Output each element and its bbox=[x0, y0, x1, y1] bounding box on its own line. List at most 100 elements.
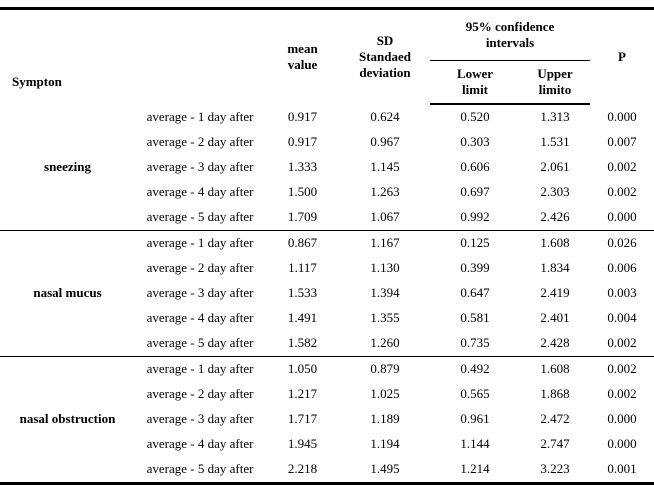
upper-cell: 2.303 bbox=[540, 184, 570, 200]
lower-cell: 0.492 bbox=[430, 356, 521, 382]
sd-cell: 1.194 bbox=[370, 436, 400, 452]
mean-cell: 1.709 bbox=[287, 209, 318, 225]
mean-cell: 0.917 bbox=[287, 108, 318, 124]
lower-cell: 0.565 bbox=[460, 386, 490, 402]
header-confidence-intervals: 95% confidence intervals bbox=[430, 8, 591, 61]
mean-cell: 1.117 bbox=[288, 260, 317, 276]
table-row: nasal obstruction average - 1 day after 1.… bbox=[0, 356, 654, 484]
statistics-table: Sympton mean value SD Standaed deviation… bbox=[0, 7, 654, 485]
lower-cell: 1.144 bbox=[460, 436, 490, 452]
mean-cell: 1.945 bbox=[287, 436, 318, 452]
condition-cell: average - 3 day after bbox=[146, 159, 254, 175]
table-row: average - 3 day after 1.333 1.145 0.606 2.06… bbox=[0, 155, 654, 180]
condition-cell: average - 1 day after bbox=[146, 108, 254, 124]
table-row: average - 3 day after 1.717 1.189 0.961 2.47… bbox=[0, 407, 654, 432]
sd-cell: 1.067 bbox=[370, 209, 400, 225]
table-row: nasal mucus average - 1 day after 0.867 1.1… bbox=[0, 230, 654, 357]
mean-cell: 1.717 bbox=[287, 411, 318, 427]
condition-cell: average - 2 day after bbox=[146, 260, 254, 276]
table-body: sneezing average - 1 day after 0.917 0.624 0… bbox=[0, 104, 654, 484]
sd-cell: 1.025 bbox=[370, 386, 400, 402]
condition-cell: average - 5 day after bbox=[146, 209, 254, 225]
table-row: average - 2 day after 0.917 0.967 0.303 1.53… bbox=[0, 130, 654, 155]
table-row: average - 2 day after 1.217 1.025 0.565 1.86… bbox=[0, 382, 654, 407]
condition-cell: average - 1 day after bbox=[135, 230, 266, 256]
table-row: average - 4 day after 1.491 1.355 0.581 2.40… bbox=[0, 306, 654, 331]
condition-cell: average - 2 day after bbox=[146, 134, 254, 150]
mean-cell: 1.491 bbox=[287, 310, 318, 326]
p-cell: 0.000 bbox=[607, 411, 637, 427]
table-row: average - 2 day after 1.117 1.130 0.399 1.83… bbox=[0, 256, 654, 281]
sd-cell: 1.145 bbox=[370, 159, 400, 175]
lower-cell: 1.214 bbox=[460, 461, 490, 477]
lower-cell: 0.697 bbox=[460, 184, 490, 200]
mean-cell: 1.050 bbox=[265, 356, 341, 382]
table-row: average - 5 day after 2.218 1.495 1.214 3.22… bbox=[0, 457, 654, 484]
upper-cell: 2.061 bbox=[540, 159, 570, 175]
p-cell: 0.000 bbox=[607, 209, 637, 225]
condition-cell: average - 4 day after bbox=[146, 436, 254, 452]
lower-cell: 0.647 bbox=[460, 285, 490, 301]
condition-cell: average - 3 day after bbox=[146, 411, 254, 427]
sd-cell: 0.967 bbox=[370, 134, 400, 150]
header-symptom: Sympton bbox=[12, 73, 62, 89]
mean-cell: 0.917 bbox=[287, 134, 318, 150]
symptom-cell: sneezing bbox=[44, 158, 91, 174]
upper-cell: 2.426 bbox=[540, 209, 570, 225]
table-row: average - 5 day after 1.582 1.260 0.735 2.42… bbox=[0, 331, 654, 357]
p-cell: 0.006 bbox=[607, 260, 637, 276]
header-upper-limit: Upper limito bbox=[520, 60, 591, 105]
upper-cell: 2.747 bbox=[540, 436, 570, 452]
lower-cell: 0.992 bbox=[460, 209, 490, 225]
lower-cell: 0.399 bbox=[460, 260, 490, 276]
symptom-cell: nasal mucus bbox=[0, 230, 135, 357]
sd-cell: 0.624 bbox=[370, 108, 400, 124]
mean-cell: 1.333 bbox=[287, 159, 318, 175]
mean-cell: 1.500 bbox=[287, 184, 318, 200]
sd-cell: 1.167 bbox=[340, 230, 431, 256]
mean-cell: 2.218 bbox=[287, 461, 318, 477]
p-cell: 0.000 bbox=[607, 108, 637, 124]
condition-cell: average - 5 day after bbox=[146, 461, 254, 477]
upper-cell: 2.419 bbox=[540, 285, 570, 301]
sd-cell: 1.263 bbox=[370, 184, 400, 200]
upper-cell: 2.428 bbox=[540, 335, 570, 351]
upper-cell: 2.472 bbox=[540, 411, 570, 427]
condition-cell: average - 3 day after bbox=[146, 285, 254, 301]
p-cell: 0.026 bbox=[590, 230, 654, 256]
p-cell: 0.001 bbox=[607, 461, 637, 477]
upper-cell: 3.223 bbox=[540, 461, 570, 477]
mean-cell: 0.867 bbox=[265, 230, 341, 256]
upper-cell: 1.608 bbox=[520, 356, 591, 382]
sd-cell: 1.189 bbox=[370, 411, 400, 427]
p-cell: 0.002 bbox=[607, 335, 637, 351]
upper-cell: 1.868 bbox=[540, 386, 570, 402]
condition-cell: average - 5 day after bbox=[146, 335, 254, 351]
upper-cell: 1.313 bbox=[540, 109, 570, 125]
upper-cell: 1.608 bbox=[520, 230, 591, 256]
lower-cell: 0.606 bbox=[460, 159, 490, 175]
table-row: average - 5 day after 1.709 1.067 0.992 2.42… bbox=[0, 205, 654, 231]
header-p: P bbox=[618, 48, 626, 64]
lower-cell: 0.125 bbox=[430, 230, 521, 256]
mean-cell: 1.217 bbox=[287, 386, 318, 402]
lower-cell: 0.961 bbox=[460, 411, 490, 427]
upper-cell: 2.401 bbox=[540, 310, 570, 326]
header-sd: SD Standaed deviation bbox=[359, 32, 412, 81]
upper-cell: 1.531 bbox=[540, 134, 570, 150]
p-cell: 0.002 bbox=[607, 159, 637, 175]
mean-cell: 1.533 bbox=[287, 285, 318, 301]
p-cell: 0.004 bbox=[607, 310, 637, 326]
p-cell: 0.000 bbox=[607, 436, 637, 452]
symptom-cell: nasal obstruction bbox=[0, 356, 135, 484]
table-row: average - 4 day after 1.945 1.194 1.144 2.74… bbox=[0, 432, 654, 457]
p-cell: 0.003 bbox=[607, 285, 637, 301]
condition-cell: average - 4 day after bbox=[146, 310, 254, 326]
table-row: average - 4 day after 1.500 1.263 0.697 2.30… bbox=[0, 180, 654, 205]
p-cell: 0.002 bbox=[590, 356, 654, 382]
table-header: Sympton mean value SD Standaed deviation… bbox=[0, 8, 654, 105]
condition-cell: average - 4 day after bbox=[146, 184, 254, 200]
lower-cell: 0.735 bbox=[460, 335, 490, 351]
sd-cell: 1.394 bbox=[370, 285, 400, 301]
